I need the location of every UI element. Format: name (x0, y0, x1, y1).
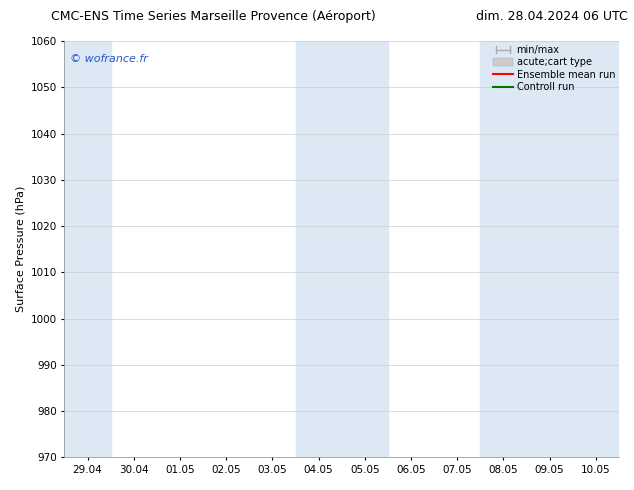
Bar (295, 41, 388, 457)
Text: dim. 28.04.2024 06 UTC: dim. 28.04.2024 06 UTC (476, 10, 628, 23)
Text: © wofrance.fr: © wofrance.fr (70, 53, 148, 64)
Bar (481, 41, 619, 457)
Legend: min/max, acute;cart type, Ensemble mean run, Controll run: min/max, acute;cart type, Ensemble mean … (491, 43, 617, 94)
Text: CMC-ENS Time Series Marseille Provence (Aéroport): CMC-ENS Time Series Marseille Provence (… (51, 10, 375, 23)
Bar (65, 41, 111, 457)
Y-axis label: Surface Pressure (hPa): Surface Pressure (hPa) (15, 186, 25, 313)
